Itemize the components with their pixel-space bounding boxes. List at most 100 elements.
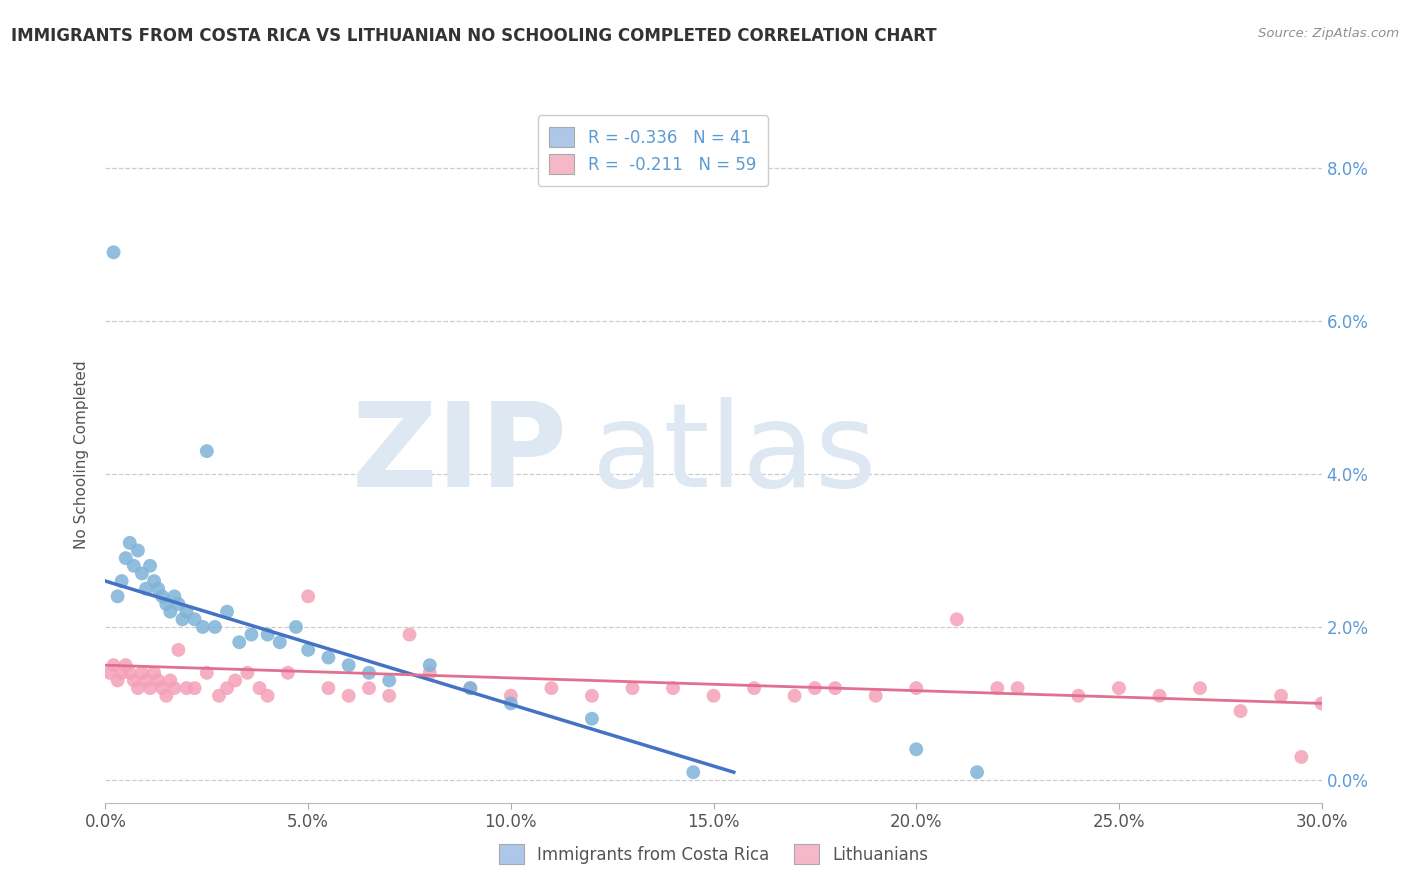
Point [865, 689, 887, 703]
Point [118, 536, 141, 550]
Point [155, 597, 177, 611]
Point [824, 681, 846, 695]
Point [217, 681, 239, 695]
Point [783, 689, 806, 703]
Point [107, 673, 129, 688]
Point [297, 590, 319, 604]
Point [285, 620, 308, 634]
Point [1189, 681, 1212, 695]
Point [146, 673, 169, 688]
Point [167, 597, 190, 611]
Point [122, 558, 145, 573]
Point [131, 665, 153, 680]
Point [357, 665, 380, 680]
Point [183, 681, 205, 695]
Point [127, 543, 149, 558]
Point [905, 742, 928, 756]
Point [702, 689, 725, 703]
Point [176, 605, 198, 619]
Point [499, 689, 522, 703]
Point [118, 665, 141, 680]
Point [269, 635, 291, 649]
Point [195, 665, 218, 680]
Point [131, 566, 153, 581]
Point [114, 551, 136, 566]
Point [621, 681, 644, 695]
Point [357, 681, 380, 695]
Point [111, 574, 134, 588]
Point [236, 665, 259, 680]
Point [163, 590, 186, 604]
Point [143, 574, 166, 588]
Point [172, 612, 194, 626]
Point [419, 658, 441, 673]
Point [204, 620, 226, 634]
Point [122, 673, 145, 688]
Point [277, 665, 299, 680]
Point [167, 643, 190, 657]
Text: IMMIGRANTS FROM COSTA RICA VS LITHUANIAN NO SCHOOLING COMPLETED CORRELATION CHAR: IMMIGRANTS FROM COSTA RICA VS LITHUANIAN… [11, 27, 936, 45]
Point [1291, 750, 1313, 764]
Point [986, 681, 1008, 695]
Point [378, 673, 401, 688]
Point [1310, 697, 1333, 711]
Point [114, 658, 136, 673]
Text: ZIP: ZIP [352, 398, 568, 512]
Point [318, 681, 340, 695]
Point [98, 665, 121, 680]
Point [1229, 704, 1251, 718]
Point [150, 590, 173, 604]
Point [195, 444, 218, 458]
Point [107, 590, 129, 604]
Legend: Immigrants from Costa Rica, Lithuanians: Immigrants from Costa Rica, Lithuanians [492, 838, 935, 871]
Point [318, 650, 340, 665]
Y-axis label: No Schooling Completed: No Schooling Completed [75, 360, 90, 549]
Point [297, 643, 319, 657]
Point [143, 665, 166, 680]
Point [662, 681, 685, 695]
Point [1108, 681, 1130, 695]
Point [208, 689, 231, 703]
Point [191, 620, 214, 634]
Point [150, 681, 173, 695]
Point [103, 245, 125, 260]
Point [742, 681, 765, 695]
Point [111, 665, 134, 680]
Point [458, 681, 481, 695]
Point [1270, 689, 1292, 703]
Point [249, 681, 271, 695]
Point [139, 681, 162, 695]
Point [159, 673, 181, 688]
Point [256, 689, 278, 703]
Point [159, 605, 181, 619]
Point [127, 681, 149, 695]
Point [1007, 681, 1029, 695]
Point [103, 658, 125, 673]
Point [228, 635, 250, 649]
Point [540, 681, 562, 695]
Point [224, 673, 246, 688]
Point [139, 558, 162, 573]
Point [905, 681, 928, 695]
Point [337, 658, 360, 673]
Point [163, 681, 186, 695]
Point [419, 665, 441, 680]
Point [1149, 689, 1171, 703]
Point [1067, 689, 1090, 703]
Point [966, 765, 988, 780]
Point [256, 627, 278, 641]
Point [155, 689, 177, 703]
Point [682, 765, 704, 780]
Text: atlas: atlas [592, 398, 877, 512]
Point [378, 689, 401, 703]
Point [183, 612, 205, 626]
Point [398, 627, 420, 641]
Point [945, 612, 967, 626]
Point [581, 689, 603, 703]
Point [135, 582, 157, 596]
Point [146, 582, 169, 596]
Point [499, 697, 522, 711]
Point [240, 627, 263, 641]
Point [176, 681, 198, 695]
Point [217, 605, 239, 619]
